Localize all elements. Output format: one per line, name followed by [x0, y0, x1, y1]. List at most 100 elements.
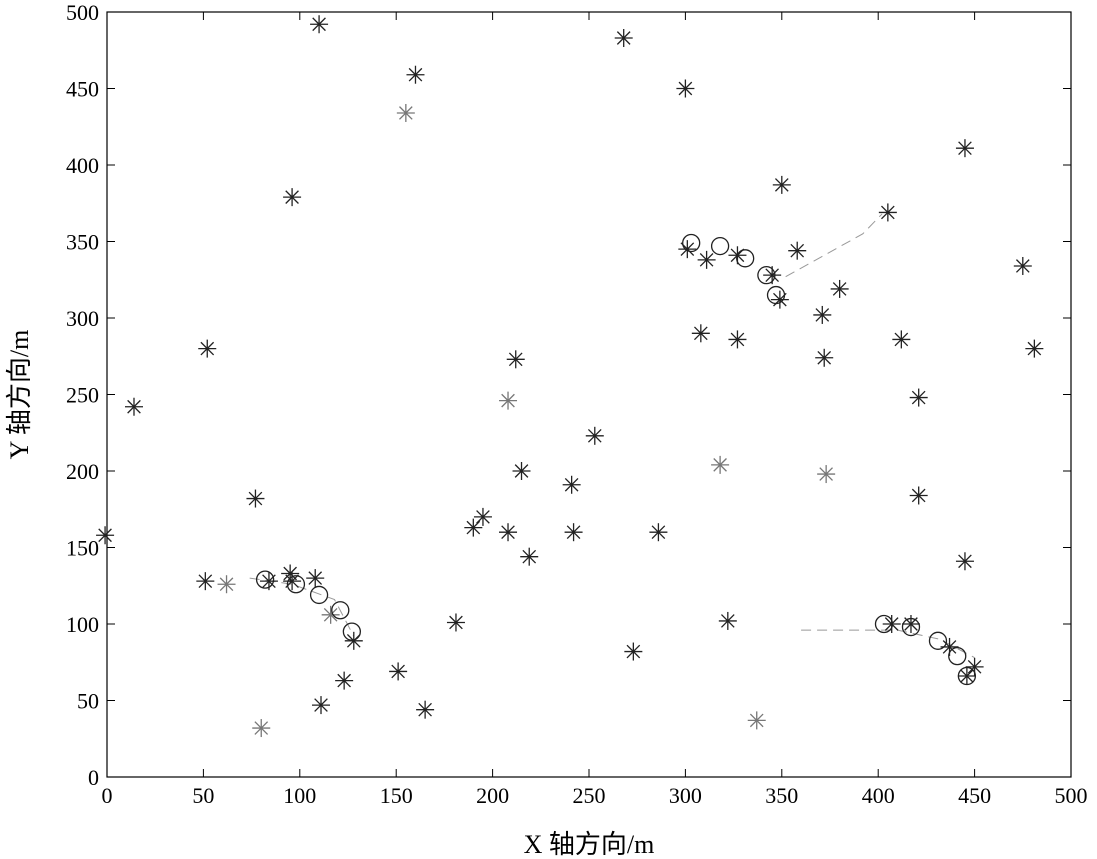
y-tick-label: 150: [66, 536, 99, 561]
x-tick-label: 400: [862, 783, 895, 808]
x-tick-label: 0: [102, 783, 113, 808]
y-tick-label: 500: [66, 0, 99, 25]
y-axis-label: Y 轴方向/m: [5, 330, 34, 460]
x-tick-label: 250: [573, 783, 606, 808]
x-tick-label: 200: [476, 783, 509, 808]
asterisk-point: [649, 523, 668, 542]
asterisk-point: [512, 462, 531, 480]
circle-point: [766, 285, 786, 305]
asterisk-point: [283, 572, 302, 591]
asterisk-point: [344, 631, 363, 650]
circle-point: [757, 266, 776, 285]
circle-point: [928, 631, 948, 650]
track-line: [801, 629, 975, 659]
asterisk-point: [283, 188, 302, 207]
asterisk-point: [246, 489, 265, 508]
asterisk-point: [499, 523, 518, 542]
asterisk-point: [747, 711, 766, 730]
asterisk-point: [882, 615, 901, 633]
y-tick-label: 200: [66, 459, 99, 484]
asterisk-point: [585, 426, 604, 445]
x-tick-label: 300: [669, 783, 702, 808]
circle-point: [948, 646, 967, 666]
x-axis-label: X 轴方向/m: [524, 830, 655, 859]
asterisk-point: [892, 330, 911, 349]
asterisk-point: [955, 139, 974, 158]
x-tick-label: 500: [1055, 783, 1088, 808]
asterisk-point: [772, 175, 791, 194]
asterisk-point: [564, 523, 583, 542]
asterisk-point: [624, 642, 643, 661]
data-markers: [96, 15, 1044, 738]
circle-point: [957, 666, 977, 686]
y-tick-label: 350: [66, 230, 99, 255]
asterisk-point: [718, 611, 737, 630]
asterisk-point: [252, 719, 271, 738]
asterisk-point: [901, 615, 920, 633]
asterisk-point: [217, 575, 236, 594]
circle-point: [342, 622, 362, 641]
y-tick-label: 50: [77, 689, 99, 714]
asterisk-point: [955, 552, 974, 571]
asterisk-point: [473, 507, 492, 526]
circle-point: [736, 249, 755, 268]
y-tick-label: 100: [66, 612, 99, 637]
track-lines: [249, 213, 975, 659]
y-tick-label: 450: [66, 77, 99, 102]
asterisk-point: [306, 569, 325, 588]
asterisk-point: [562, 475, 581, 494]
asterisk-point: [711, 455, 730, 474]
track-line: [785, 213, 883, 278]
asterisk-point: [957, 667, 976, 686]
circle-point: [309, 585, 329, 605]
track-line: [249, 577, 355, 637]
asterisk-point: [691, 324, 710, 343]
asterisk-point: [198, 339, 217, 358]
asterisk-point: [788, 241, 807, 260]
asterisk-point: [416, 700, 435, 719]
circle-point: [331, 601, 350, 620]
x-tick-label: 50: [192, 783, 214, 808]
circle-point: [682, 233, 701, 253]
asterisk-point: [697, 250, 716, 269]
asterisk-point: [406, 65, 425, 84]
asterisk-point: [124, 397, 143, 416]
asterisk-point: [499, 391, 518, 410]
asterisk-point: [770, 290, 789, 309]
asterisk-point: [389, 662, 408, 681]
circle-point: [901, 617, 921, 637]
asterisk-point: [446, 613, 465, 632]
x-tick-label: 150: [380, 783, 413, 808]
y-tick-label: 0: [88, 765, 99, 790]
y-tick-label: 400: [66, 153, 99, 178]
asterisk-point: [96, 526, 115, 545]
asterisk-point: [965, 657, 984, 676]
asterisk-point: [909, 388, 928, 407]
plot-border: [106, 11, 1072, 778]
asterisk-point: [1013, 256, 1032, 275]
asterisk-point: [196, 572, 215, 591]
circle-point: [255, 570, 275, 589]
asterisk-point: [817, 465, 836, 484]
circle-point: [874, 614, 894, 634]
circle-point: [286, 575, 306, 594]
asterisk-point: [728, 330, 747, 349]
asterisk-point: [815, 348, 834, 367]
asterisk-point: [464, 518, 483, 537]
x-tick-label: 350: [765, 783, 798, 808]
asterisk-point: [335, 671, 354, 690]
asterisk-point: [676, 79, 695, 98]
x-tick-label: 100: [283, 783, 316, 808]
circle-point: [710, 236, 730, 256]
asterisk-point: [878, 203, 897, 222]
asterisk-point: [321, 605, 340, 624]
asterisk-point: [396, 103, 415, 122]
x-tick-label: 450: [958, 783, 991, 808]
asterisk-point: [520, 547, 539, 566]
axis-ticks: 0 50 100 150 200 250 300 350 400 450 500 0 50 100 150 2…: [66, 0, 1088, 808]
asterisk-point: [310, 15, 329, 34]
asterisk-point: [813, 305, 832, 324]
asterisk-point: [909, 486, 928, 505]
y-tick-label: 300: [66, 306, 99, 331]
